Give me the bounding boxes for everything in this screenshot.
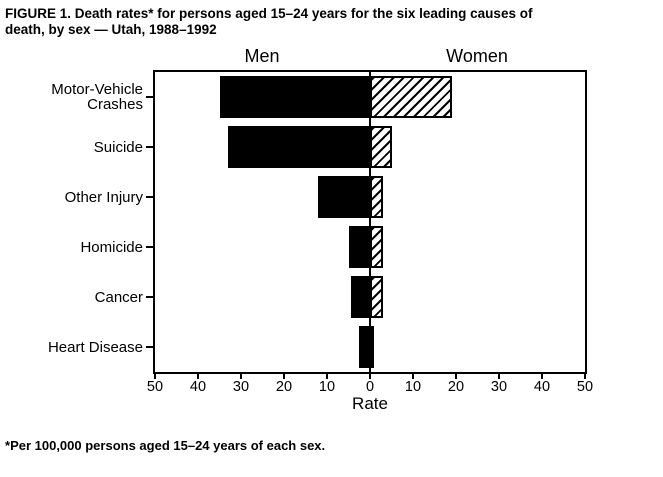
- figure-title: FIGURE 1. Death rates* for persons aged …: [5, 6, 661, 38]
- plot-area: Men Women Rate Motor-Vehicle Crashes Suic…: [48, 46, 593, 413]
- x-axis-tick: [326, 374, 328, 379]
- category-label-homicide: Homicide: [80, 238, 143, 256]
- x-axis-tick: [154, 374, 156, 379]
- x-tick-label: 50: [146, 379, 164, 395]
- bar-women-cancer: [370, 276, 383, 318]
- x-tick-label: 20: [275, 379, 293, 395]
- x-axis-tick: [498, 374, 500, 379]
- x-tick-label: 40: [533, 379, 551, 395]
- y-axis-tick-heart-disease: [146, 346, 153, 348]
- bar-men-cancer: [350, 276, 370, 318]
- bar-women-suicide: [370, 126, 392, 168]
- x-axis-tick: [541, 374, 543, 379]
- x-tick-label: 0: [365, 379, 375, 395]
- footnote: *Per 100,000 persons aged 15–24 years of…: [5, 438, 325, 453]
- category-label-heart-disease: Heart Disease: [47, 338, 143, 356]
- x-axis-label: Rate: [352, 394, 388, 413]
- bar-women-homicide: [370, 226, 383, 268]
- figure-title-line2: death, by sex — Utah, 1988–1992: [5, 22, 217, 37]
- x-axis-tick: [283, 374, 285, 379]
- x-tick-label: 10: [318, 379, 336, 395]
- y-axis-tick-suicide: [146, 146, 153, 148]
- bar-men-homicide: [348, 226, 370, 268]
- zero-axis-line: [369, 72, 371, 372]
- category-label-motor-vehicle-crashes: Motor-Vehicle Crashes: [51, 81, 143, 113]
- bar-women-heart-disease: [370, 326, 375, 368]
- footnote-marker: *: [5, 438, 11, 453]
- y-axis-tick-homicide: [146, 246, 153, 248]
- men-group-label: Men: [244, 46, 280, 66]
- x-axis-tick: [369, 374, 371, 379]
- x-axis-tick: [240, 374, 242, 379]
- bar-men-suicide: [228, 126, 370, 168]
- women-group-label: Women: [446, 46, 508, 66]
- y-axis-tick-motor-vehicle-crashes: [146, 96, 153, 98]
- bar-women-other-injury: [370, 176, 383, 218]
- category-label-other-injury: Other Injury: [64, 188, 143, 206]
- bar-men-motor-vehicle-crashes: [219, 76, 370, 118]
- x-axis-tick: [455, 374, 457, 379]
- x-tick-label: 50: [576, 379, 594, 395]
- x-tick-label: 20: [447, 379, 465, 395]
- x-tick-label: 40: [189, 379, 207, 395]
- x-tick-label: 30: [490, 379, 508, 395]
- x-tick-label: 10: [404, 379, 422, 395]
- x-axis-tick: [197, 374, 199, 379]
- bar-men-heart-disease: [359, 326, 370, 368]
- bar-men-other-injury: [318, 176, 370, 218]
- bar-women-motor-vehicle-crashes: [370, 76, 452, 118]
- x-axis-tick: [584, 374, 586, 379]
- figure-title-line1: FIGURE 1. Death rates* for persons aged …: [5, 6, 533, 21]
- x-axis-tick: [412, 374, 414, 379]
- footnote-text: Per 100,000 persons aged 15–24 years of …: [10, 438, 326, 453]
- y-axis-tick-cancer: [146, 296, 153, 298]
- category-label-cancer: Cancer: [94, 288, 143, 306]
- x-tick-label: 30: [232, 379, 250, 395]
- y-axis-tick-other-injury: [146, 196, 153, 198]
- category-label-suicide: Suicide: [93, 138, 143, 156]
